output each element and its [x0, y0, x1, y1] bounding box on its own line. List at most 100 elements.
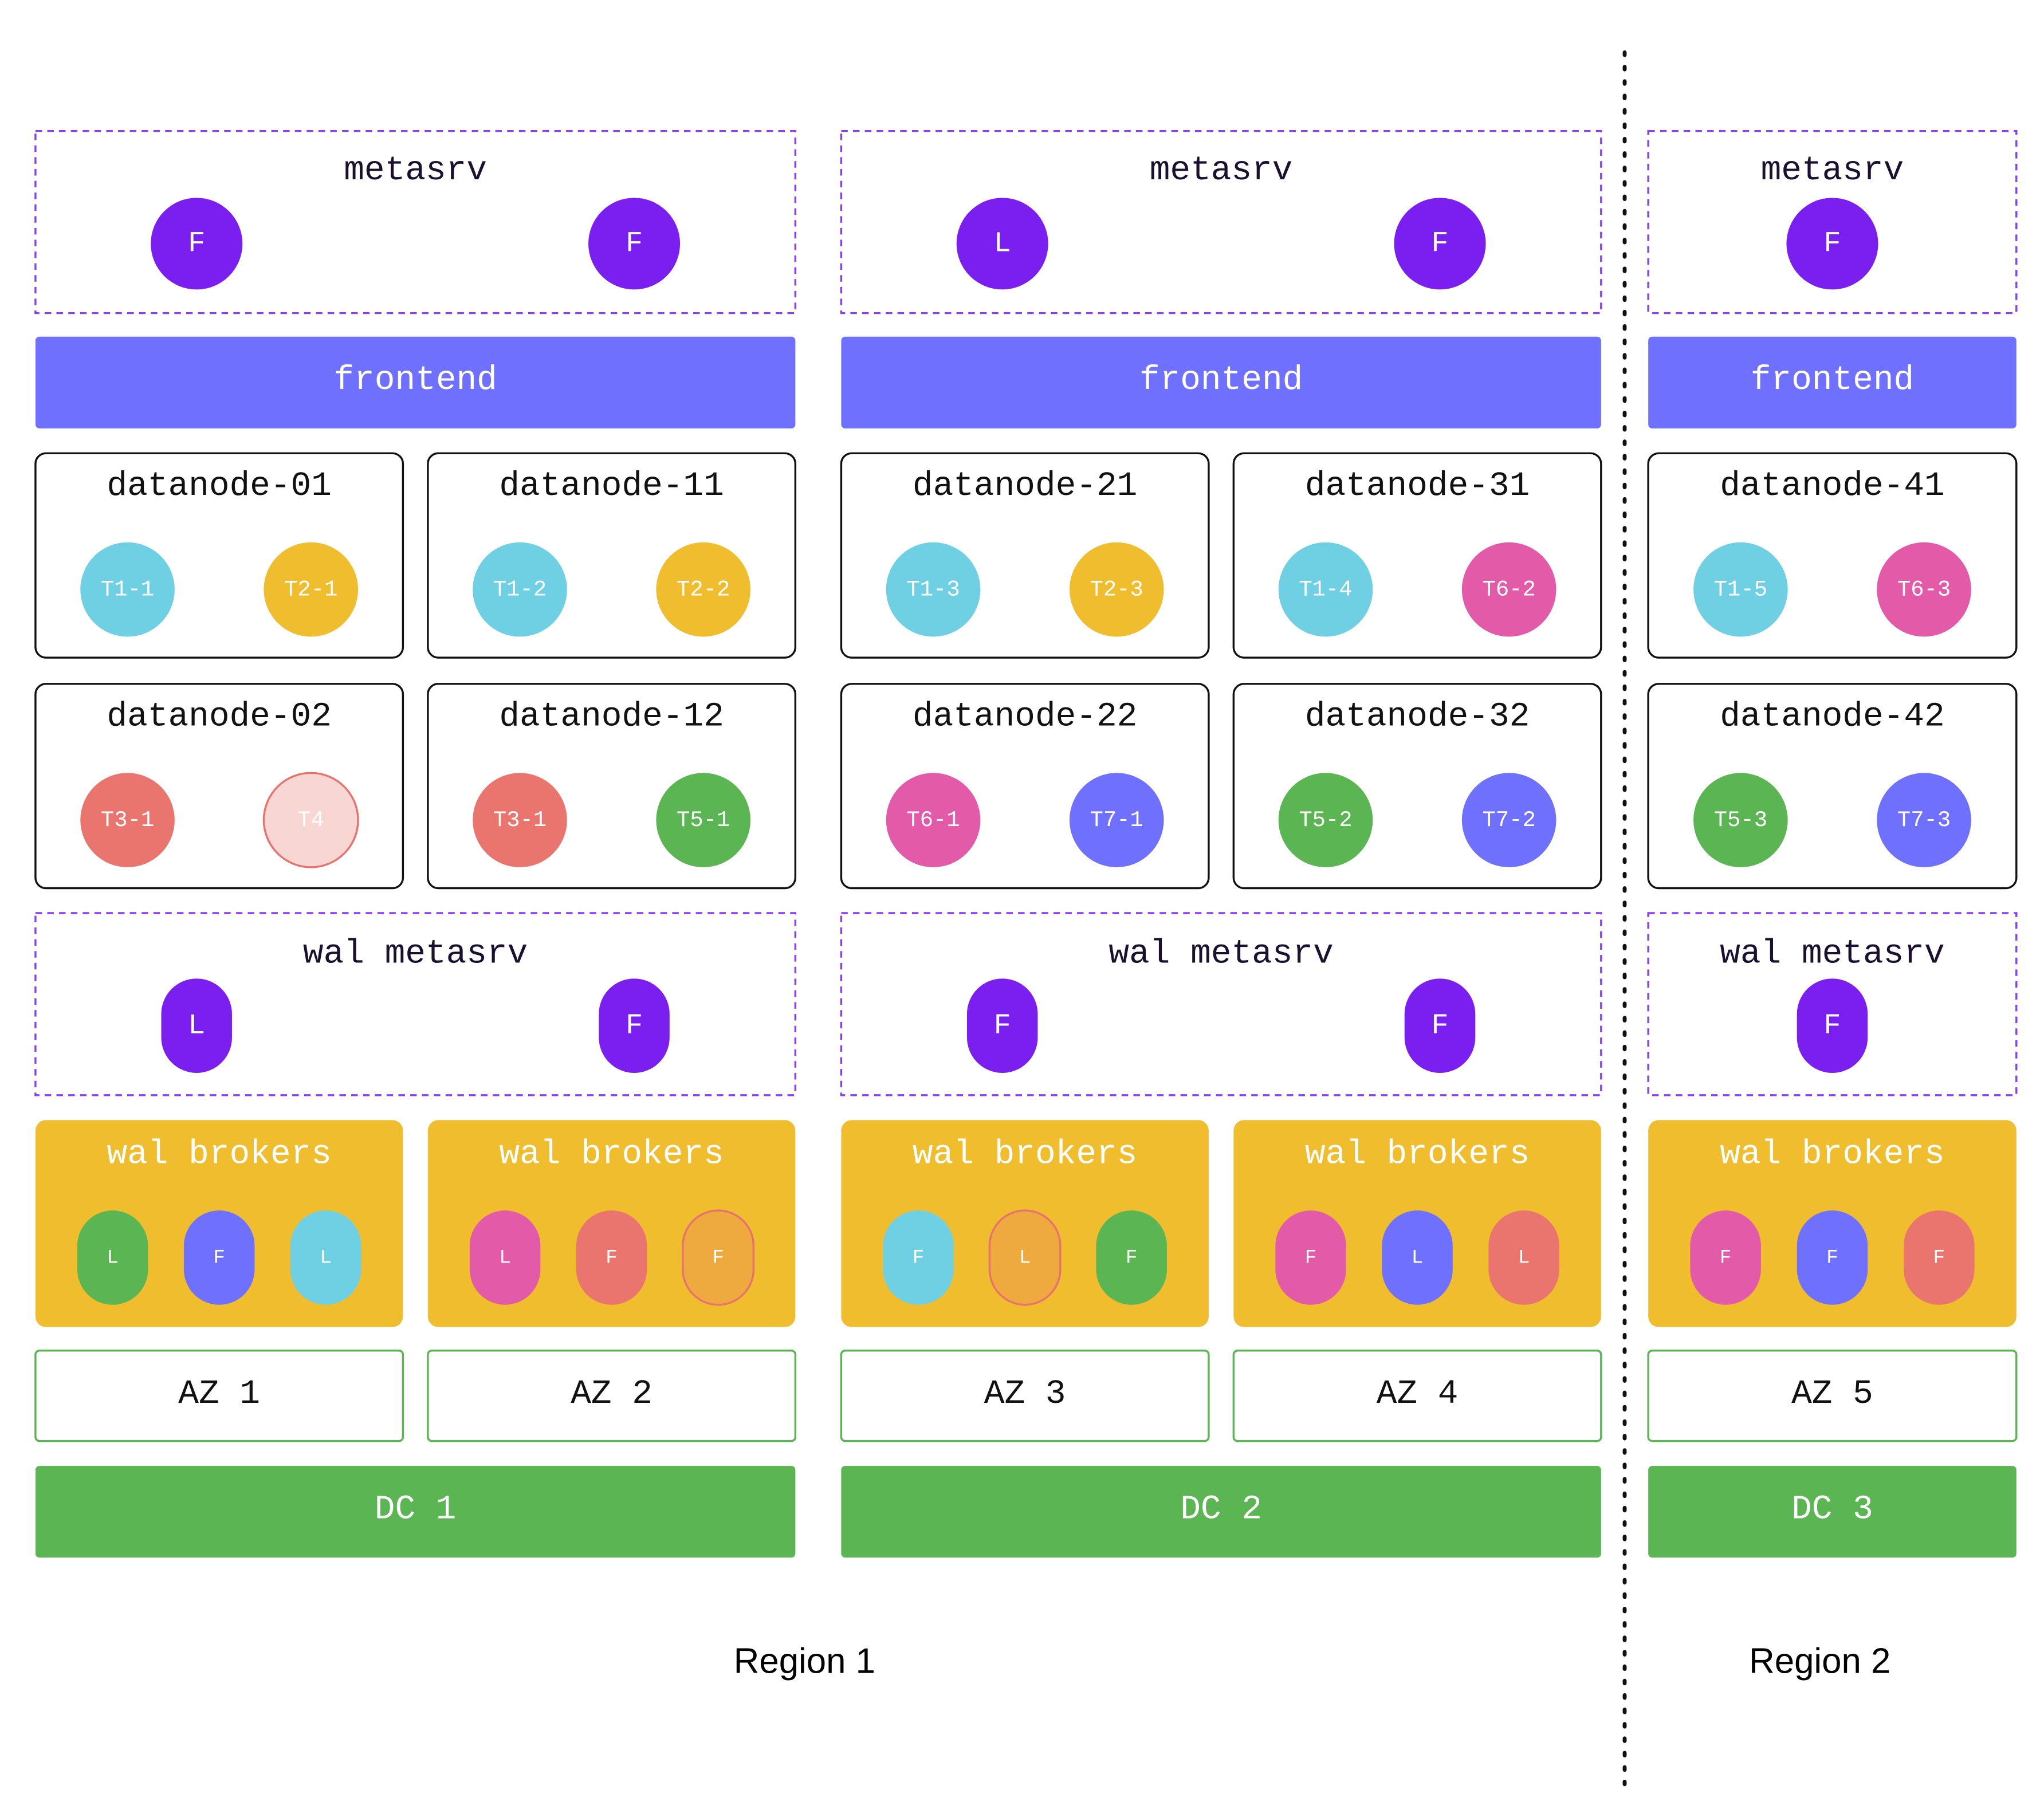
datanode-title: datanode-02 — [107, 697, 331, 736]
broker-node — [1382, 1210, 1453, 1305]
broker-node — [183, 1210, 255, 1305]
dc-bar — [35, 1466, 796, 1558]
region-replica-label: T6-1 — [906, 808, 960, 833]
frontend-bar — [1648, 336, 2017, 428]
broker-node — [1096, 1210, 1167, 1305]
region-replica — [656, 773, 751, 867]
broker-node-label: F — [606, 1247, 618, 1269]
wal-brokers-title: wal brokers — [1305, 1135, 1530, 1174]
region-replica — [1278, 542, 1373, 637]
datanode-title: datanode-31 — [1305, 466, 1530, 505]
metasrv-title: metasrv — [1150, 151, 1293, 190]
region-replica — [1877, 542, 1971, 637]
frontend-label: frontend — [1139, 360, 1303, 399]
region-replica — [262, 772, 359, 868]
broker-node-label: L — [1412, 1247, 1424, 1269]
broker-node-label: L — [1019, 1247, 1031, 1269]
wal-metasrv-node-label: F — [626, 1010, 643, 1043]
region-replica — [656, 542, 751, 637]
region-replica-label: T7-2 — [1483, 808, 1536, 833]
region-replica — [473, 773, 567, 867]
az-box — [1232, 1350, 1602, 1442]
region-replica-label: T1-2 — [493, 577, 547, 602]
region-replica — [264, 542, 359, 637]
metasrv-node — [956, 198, 1048, 290]
region-replica-label: T6-2 — [1483, 577, 1536, 602]
frontend-bar — [35, 336, 796, 428]
region-replica-label: T3-1 — [493, 808, 547, 833]
metasrv-box — [840, 129, 1602, 314]
datanode-title: datanode-21 — [913, 466, 1137, 505]
az-label: AZ 3 — [984, 1374, 1066, 1413]
datanode-title: datanode-42 — [1720, 697, 1944, 736]
frontend-bar — [841, 336, 1601, 428]
region-replica-label: T4 — [297, 808, 324, 833]
metasrv-box — [34, 129, 797, 314]
metasrv-node — [588, 198, 681, 290]
region-replica — [473, 542, 567, 637]
metasrv-node-label: F — [1431, 228, 1448, 261]
broker-node — [682, 1209, 755, 1306]
broker-node — [883, 1210, 954, 1305]
wal-metasrv-node-label: L — [188, 1010, 205, 1043]
az-box — [427, 1350, 797, 1442]
broker-node — [290, 1210, 361, 1305]
az-label: AZ 5 — [1791, 1374, 1873, 1413]
wal-metasrv-box — [840, 912, 1602, 1096]
broker-node-label: L — [499, 1247, 511, 1269]
region-replica-label: T1-5 — [1714, 577, 1767, 602]
region-replica-label: T7-3 — [1897, 808, 1951, 833]
region-replica — [1877, 773, 1971, 867]
metasrv-box — [1647, 129, 2018, 314]
broker-node-label: F — [712, 1247, 724, 1269]
broker-node — [77, 1210, 148, 1305]
wal-metasrv-title: wal metasrv — [1720, 934, 1944, 973]
region-replica-label: T1-1 — [101, 577, 154, 602]
broker-node — [1488, 1210, 1559, 1305]
wal-metasrv-node-label: F — [1823, 1010, 1841, 1043]
broker-node — [1690, 1210, 1761, 1305]
broker-node-label: F — [1305, 1247, 1317, 1269]
az-label: AZ 2 — [571, 1374, 652, 1413]
broker-node — [1797, 1210, 1868, 1305]
datanode-title: datanode-32 — [1305, 697, 1530, 736]
region-replica-label: T1-3 — [906, 577, 960, 602]
region-replica-label: T1-4 — [1299, 577, 1352, 602]
dc-label: DC 3 — [1791, 1489, 1873, 1528]
wal-metasrv-box — [1647, 912, 2018, 1096]
metasrv-node-label: F — [626, 228, 643, 261]
metasrv-node-label: F — [1823, 228, 1841, 261]
az-label: AZ 4 — [1377, 1374, 1459, 1413]
region-replica — [1461, 773, 1556, 867]
region-replica — [886, 773, 981, 867]
region-replica — [1461, 542, 1556, 637]
metasrv-node-label: L — [994, 228, 1011, 261]
wal-metasrv-node — [1797, 978, 1868, 1073]
dc-bar — [1648, 1466, 2017, 1558]
datanode-title: datanode-12 — [499, 697, 724, 736]
region-replica-label: T2-3 — [1090, 577, 1143, 602]
wal-metasrv-node — [966, 978, 1038, 1073]
broker-node-label: F — [1933, 1247, 1945, 1269]
broker-node-label: L — [320, 1247, 332, 1269]
broker-node-label: F — [213, 1247, 225, 1269]
wal-metasrv-node — [1404, 978, 1476, 1073]
region-replica — [80, 773, 175, 867]
broker-node-label: F — [1126, 1247, 1138, 1269]
metasrv-title: metasrv — [1761, 151, 1904, 190]
region-replica — [1069, 542, 1164, 637]
az-label: AZ 1 — [178, 1374, 260, 1413]
wal-metasrv-node-label: F — [994, 1010, 1011, 1043]
broker-node — [576, 1210, 647, 1305]
region-label: Region 2 — [1749, 1642, 1890, 1681]
region-replica-label: T7-1 — [1090, 808, 1143, 833]
broker-node-label: L — [1518, 1247, 1530, 1269]
region-replica — [1693, 773, 1788, 867]
broker-node — [469, 1210, 541, 1305]
broker-node-label: F — [1720, 1247, 1732, 1269]
region-replica-label: T6-3 — [1897, 577, 1951, 602]
datanode-title: datanode-11 — [499, 466, 724, 505]
wal-brokers-title: wal brokers — [1720, 1135, 1944, 1174]
broker-node — [988, 1209, 1062, 1306]
